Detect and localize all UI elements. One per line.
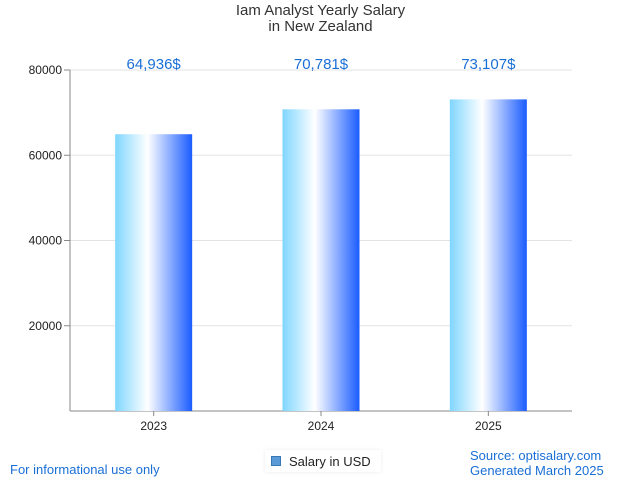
- bar: [115, 134, 193, 411]
- chart-title-line2: in New Zealand: [268, 18, 373, 35]
- legend-label: Salary in USD: [289, 453, 371, 469]
- chart-title: Iam Analyst Yearly Salary in New Zealand: [0, 3, 641, 35]
- source-text: Source: optisalary.com: [470, 448, 602, 463]
- y-tick-label: 80000: [29, 63, 63, 77]
- data-label: 64,936$: [127, 56, 182, 73]
- generated-text: Generated March 2025: [470, 463, 604, 478]
- source-info: Source: optisalary.com Generated March 2…: [470, 448, 604, 478]
- bar: [449, 99, 527, 411]
- disclaimer: For informational use only: [10, 462, 160, 477]
- data-label: 70,781$: [294, 56, 349, 73]
- y-tick-label: 60000: [29, 148, 63, 162]
- data-label: 73,107$: [461, 56, 516, 73]
- x-tick-label: 2025: [475, 419, 502, 433]
- y-tick-label: 20000: [29, 319, 63, 333]
- legend[interactable]: Salary in USD: [265, 450, 381, 472]
- x-tick-label: 2023: [140, 419, 167, 433]
- chart-title-line1: Iam Analyst Yearly Salary: [235, 2, 406, 19]
- bar: [282, 109, 360, 411]
- y-tick-label: 40000: [29, 234, 63, 248]
- x-tick-label: 2024: [308, 419, 335, 433]
- legend-swatch: [271, 456, 281, 466]
